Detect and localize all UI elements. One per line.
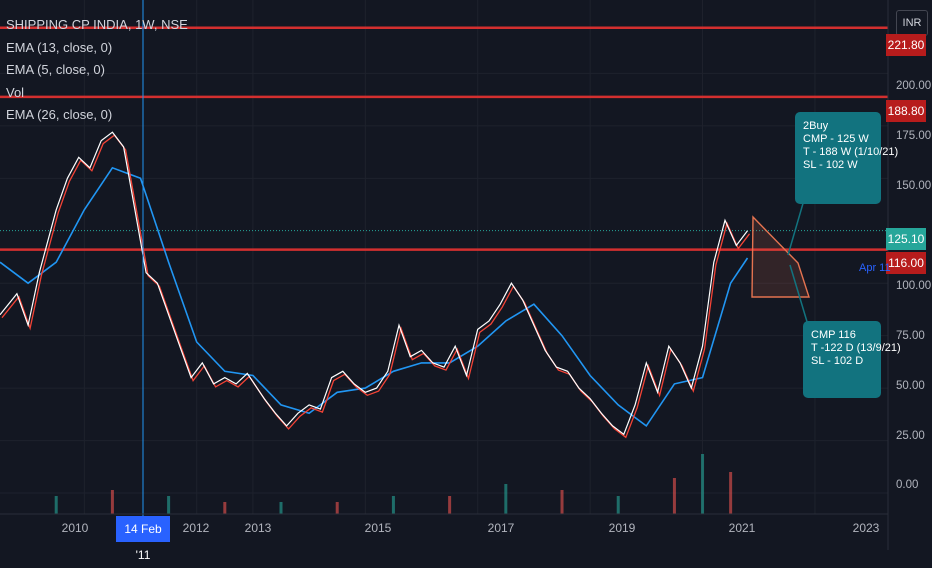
legend-ema5[interactable]: EMA (5, close, 0) xyxy=(6,62,105,77)
time-tick: 2015 xyxy=(364,521,392,535)
volume-bar xyxy=(448,496,452,514)
volume-bar xyxy=(701,454,705,514)
legend-ema26[interactable]: EMA (26, close, 0) xyxy=(6,107,113,122)
price-chart[interactable] xyxy=(0,0,932,550)
price-tick: 0.00 xyxy=(896,479,919,491)
callout-line: CMP - 125 W xyxy=(803,133,869,145)
time-tick: 2021 xyxy=(728,521,756,535)
currency-button[interactable]: INR xyxy=(896,10,928,36)
time-tick: 2010 xyxy=(61,521,89,535)
volume-bars xyxy=(54,454,733,514)
legend-title[interactable]: SHIPPING CP INDIA, 1W, NSE xyxy=(6,17,188,32)
price-tag-221: 221.80 xyxy=(886,34,926,56)
price-tag-last: 125.10 xyxy=(886,228,926,250)
volume-bar xyxy=(729,472,733,514)
time-tick: 2012 xyxy=(182,521,210,535)
callout-line: 2Buy xyxy=(803,120,829,132)
callout-pointer-2 xyxy=(789,264,809,326)
price-tick: 100.00 xyxy=(896,280,932,292)
callout-pointer-1 xyxy=(787,199,805,256)
volume-bar xyxy=(616,496,620,514)
callout-line: T - 188 W (1/10/21) xyxy=(803,146,899,158)
callout-line: SL - 102 D xyxy=(811,355,864,367)
time-tick: 2023 xyxy=(852,521,880,535)
chart-grid xyxy=(0,0,888,514)
volume-bar xyxy=(54,496,58,514)
volume-bar xyxy=(560,490,564,514)
volume-bar xyxy=(391,496,395,514)
price-line xyxy=(0,131,748,436)
price-tick: 75.00 xyxy=(896,330,925,342)
target-callout[interactable]: CMP 116 T -122 D (13/9/21) SL - 102 D xyxy=(803,321,901,398)
volume-bar xyxy=(672,478,676,514)
price-tag-116: 116.00 xyxy=(886,252,926,274)
chart-legend: SHIPPING CP INDIA, 1W, NSE EMA (13, clos… xyxy=(6,14,188,127)
volume-bar xyxy=(167,496,171,514)
legend-ema13[interactable]: EMA (13, close, 0) xyxy=(6,39,113,55)
volume-bar xyxy=(504,484,508,514)
time-tick: 2017 xyxy=(487,521,515,535)
marker-label: Apr 11 xyxy=(859,262,891,274)
volume-bar xyxy=(223,502,227,514)
time-tick: 2013 xyxy=(244,521,272,535)
ema26-line xyxy=(0,166,749,428)
ema5-line xyxy=(1,134,751,439)
crosshair-date-label: 14 Feb '11 xyxy=(116,516,170,562)
triangle-drawing xyxy=(751,215,810,298)
price-tick: 200.00 xyxy=(896,80,932,92)
volume-bar xyxy=(279,502,283,514)
price-tag-188: 188.80 xyxy=(886,100,926,122)
callout-line: SL - 102 W xyxy=(803,159,858,171)
price-tick: 25.00 xyxy=(896,430,925,442)
buy-callout[interactable]: 2Buy CMP - 125 W T - 188 W (1/10/21) SL … xyxy=(795,112,899,204)
callout-line: CMP 116 xyxy=(811,329,856,341)
price-tick: 175.00 xyxy=(896,130,932,142)
price-tick: 50.00 xyxy=(896,380,925,392)
horizontal-levels xyxy=(0,26,888,251)
price-tick: 150.00 xyxy=(896,180,932,192)
volume-bar xyxy=(110,490,114,514)
triangle-pattern xyxy=(751,199,810,326)
legend-volume[interactable]: Vol xyxy=(6,84,25,100)
price-series xyxy=(0,131,751,439)
time-tick: 2019 xyxy=(608,521,636,535)
volume-bar xyxy=(335,502,339,514)
callout-line: T -122 D (13/9/21) xyxy=(811,342,901,354)
